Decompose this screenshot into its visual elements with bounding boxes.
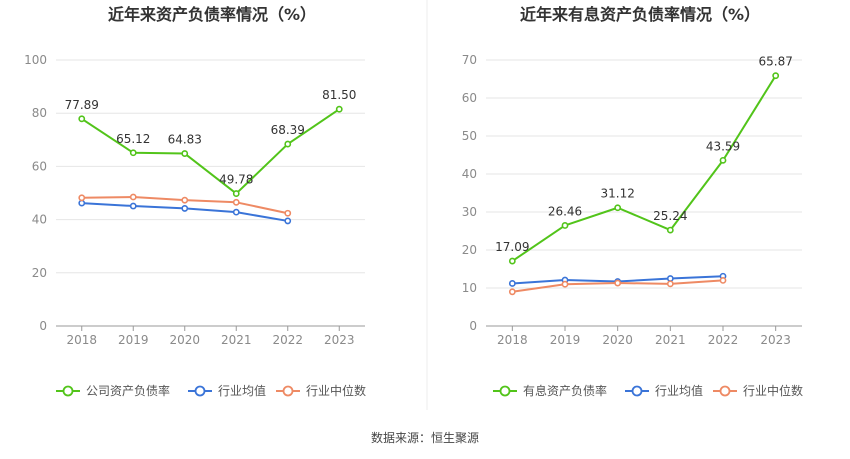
x-tick-label: 2018 [497,333,528,347]
source-note: 数据来源：恒生聚源 [371,430,479,445]
y-tick-label: 80 [32,106,47,120]
data-point [181,205,189,212]
y-tick-label: 100 [24,53,47,67]
data-label: 26.46 [548,204,582,218]
chart-title: 近年来资产负债率情况（%） [108,5,316,24]
legend-label: 行业均值 [218,383,266,398]
data-label: 81.50 [322,88,356,102]
y-tick-label: 20 [32,266,47,280]
y-tick-label: 20 [462,243,477,257]
y-tick-label: 60 [32,159,47,173]
data-point [232,198,240,206]
panel-interest-debt-ratio: 近年来有息资产负债率情况（%） 0 10 20 30 40 50 60 70 2018 2019 20… [462,5,803,398]
y-tick-label: 0 [39,319,47,333]
y-tick-label: 40 [32,213,47,227]
data-point [666,275,674,282]
legend-label: 行业中位数 [743,383,803,398]
data-point [78,199,86,207]
data-point [666,280,674,288]
data-point [232,190,240,197]
legend-label: 行业均值 [655,383,703,398]
x-tick-label: 2023 [324,333,355,347]
data-point [666,226,674,234]
data-point [719,156,727,164]
data-label: 17.09 [495,240,529,254]
data-point [508,288,516,296]
y-tick-label: 40 [462,167,477,181]
data-point [129,149,137,157]
x-tick-label: 2021 [221,333,252,347]
x-tick-label: 2022 [272,333,303,347]
data-point [561,280,569,288]
y-tick-label: 0 [469,319,477,333]
legend-swatch-marker [719,385,731,397]
legend-swatch-marker [499,385,511,397]
data-point [284,209,292,217]
chart-title: 近年来有息资产负债率情况（%） [520,5,760,24]
data-point [129,193,137,201]
data-label: 43.59 [706,139,740,153]
legend-swatch-marker [282,385,294,397]
data-point [232,208,240,216]
data-label: 68.39 [271,123,305,137]
data-point [284,140,292,148]
data-point [772,72,780,80]
y-tick-label: 70 [462,53,477,67]
legend-swatch-marker [194,385,206,397]
data-label: 25.24 [653,209,687,223]
data-label: 65.87 [758,55,792,69]
data-label: 64.83 [168,133,202,147]
data-point [561,222,569,229]
data-point [78,115,86,123]
y-tick-label: 60 [462,91,477,105]
y-tick-label: 50 [462,129,477,143]
data-point [335,105,343,113]
x-tick-label: 2020 [169,333,200,347]
data-point [284,217,292,225]
legend-swatch-marker [62,385,74,397]
x-tick-label: 2023 [760,333,791,347]
x-tick-label: 2018 [66,333,97,347]
legend-swatch-marker [631,385,643,397]
data-label: 65.12 [116,132,150,146]
data-label: 77.89 [65,98,99,112]
x-tick-label: 2019 [118,333,149,347]
data-point [614,279,622,287]
legend-label: 行业中位数 [306,383,366,398]
x-tick-label: 2022 [708,333,739,347]
x-tick-label: 2020 [602,333,633,347]
data-label: 31.12 [600,187,634,201]
x-tick-label: 2019 [550,333,581,347]
x-tick-label: 2021 [655,333,686,347]
data-point [129,202,137,210]
legend-label: 公司资产负债率 [86,383,170,398]
series-line [81,108,340,195]
legend-label: 有息资产负债率 [523,383,607,398]
data-point [181,196,189,204]
data-point [508,280,516,287]
series-line [511,75,777,262]
data-point [719,276,727,284]
y-tick-label: 30 [462,205,477,219]
data-label: 49.78 [219,173,253,187]
data-point [78,194,86,202]
y-tick-label: 10 [462,281,477,295]
data-point [508,257,516,265]
data-point [181,150,189,157]
data-point [614,204,622,212]
panel-debt-ratio: 近年来资产负债率情况（%） 0 20 40 60 80 100 2018 2019 2020 202… [24,5,366,398]
